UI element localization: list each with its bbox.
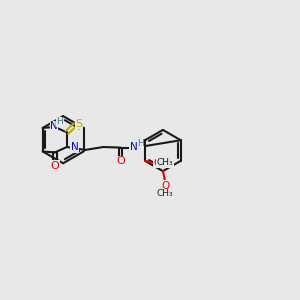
- Text: CH₃: CH₃: [157, 158, 173, 167]
- Text: H: H: [56, 118, 63, 127]
- Text: O: O: [154, 158, 162, 168]
- Text: CH₃: CH₃: [157, 189, 173, 198]
- Text: N: N: [130, 142, 138, 152]
- Text: H: H: [137, 139, 144, 148]
- Text: S: S: [75, 118, 82, 129]
- Text: N: N: [50, 122, 58, 131]
- Text: O: O: [161, 181, 170, 190]
- Text: N: N: [71, 142, 79, 152]
- Text: O: O: [50, 161, 59, 171]
- Text: O: O: [116, 156, 125, 166]
